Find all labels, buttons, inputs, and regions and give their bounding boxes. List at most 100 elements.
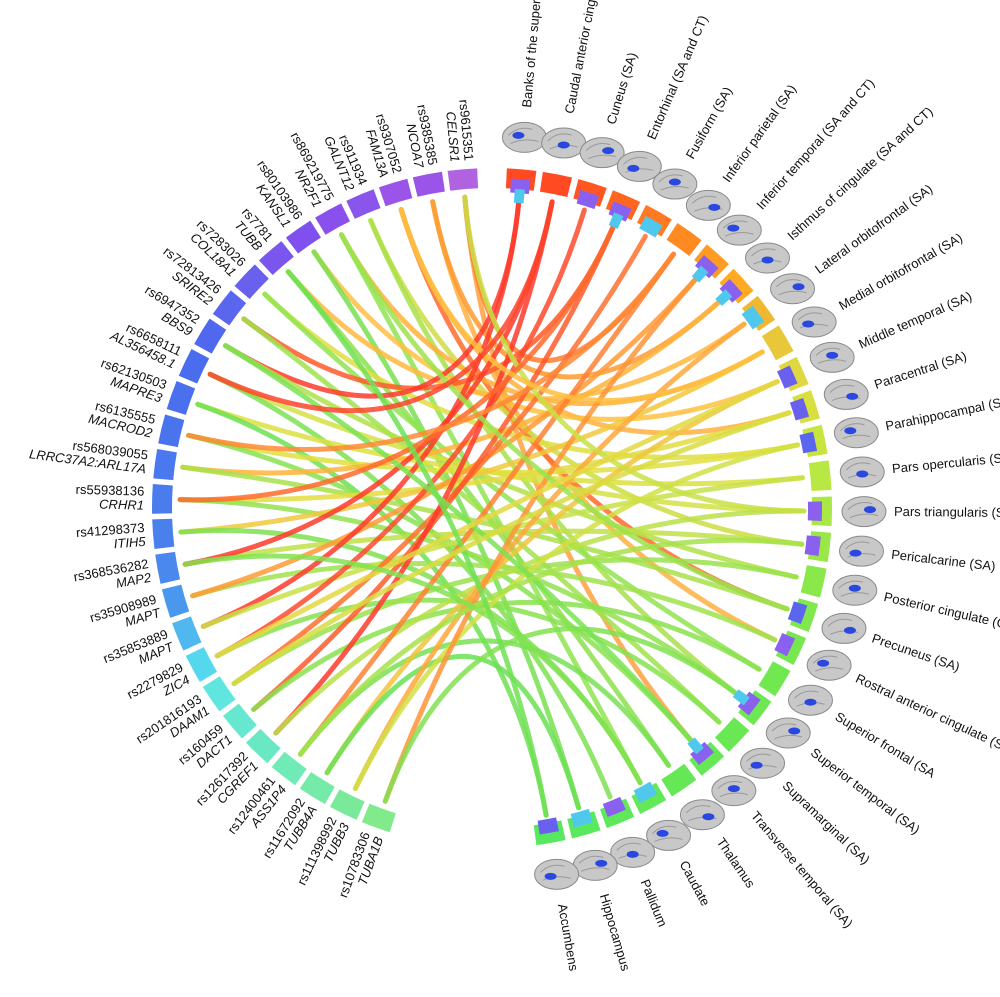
brain-shape <box>501 121 547 153</box>
region-segment <box>807 496 832 527</box>
connection-ribbon <box>273 199 555 736</box>
segment-band <box>152 518 175 549</box>
segment-band <box>631 782 667 815</box>
snp-segment <box>346 189 381 219</box>
brain-highlight <box>627 164 640 172</box>
gene-name: ITIH5 <box>113 534 147 551</box>
brain-shape <box>716 214 762 246</box>
snp-segment <box>178 348 210 384</box>
snp-segment <box>315 203 350 235</box>
brain-shape <box>579 137 625 169</box>
region-segment <box>715 268 754 306</box>
segment-band <box>738 690 772 726</box>
connection-ribbon <box>324 379 780 776</box>
snp-segment <box>161 584 190 618</box>
brain-icon <box>501 121 547 153</box>
region-segment <box>808 460 832 491</box>
segment-band <box>271 751 307 786</box>
segment-band <box>513 188 525 204</box>
brain-shape <box>534 858 580 890</box>
segment-band <box>719 268 754 304</box>
brain-highlight <box>788 727 801 735</box>
region-segment <box>539 171 573 197</box>
brain-sulcus <box>717 781 749 798</box>
segment-band <box>537 817 559 835</box>
segment-band <box>687 737 704 755</box>
gene-name: CRHR1 <box>99 496 144 512</box>
brain-icon <box>679 799 725 831</box>
brain-sulcus <box>722 220 754 237</box>
region-label: Fusiform (SA) <box>683 84 735 161</box>
brain-highlight <box>702 813 715 821</box>
segment-band <box>412 171 445 197</box>
brain-sulcus <box>686 805 717 822</box>
connection-ribbon <box>382 626 743 804</box>
brain-highlight <box>792 283 805 291</box>
snp-segment <box>361 803 396 833</box>
region-label: Thalamus <box>714 835 759 891</box>
brain-shape <box>685 189 731 221</box>
segment-band <box>602 796 626 818</box>
region-name: Pallidum <box>638 877 671 929</box>
region-segment <box>533 817 566 846</box>
brain-shape <box>791 306 837 338</box>
segment-band <box>787 601 808 625</box>
brain-highlight <box>626 850 639 858</box>
segment-band <box>153 448 177 481</box>
connection-ribbon <box>285 269 549 818</box>
segment-band <box>447 168 479 191</box>
connection-ribbon <box>273 508 807 736</box>
region-segment <box>567 808 601 839</box>
snp-segment <box>152 518 175 549</box>
connection-ribbon <box>324 653 582 811</box>
region-segment <box>787 598 819 632</box>
brain-icon <box>821 612 867 644</box>
region-name: Caudal anterior cingulate (SA) <box>562 0 610 115</box>
segment-band <box>539 171 573 197</box>
brain-icon <box>765 717 811 749</box>
brain-highlight <box>544 872 557 880</box>
region-name: Paracentral (SA) <box>872 348 968 392</box>
brain-highlight <box>846 392 859 400</box>
brain-icon <box>646 819 692 851</box>
connection-ribbon <box>297 537 805 757</box>
brain-highlight <box>761 256 774 264</box>
segment-band <box>778 356 809 392</box>
brain-icon <box>652 168 698 200</box>
segment-band <box>691 265 709 283</box>
region-label: Middle temporal (SA) <box>856 288 974 351</box>
brain-sulcus <box>622 156 654 173</box>
snp-label: rs41298373ITIH5 <box>75 520 146 554</box>
region-name: Pericalcarine (SA) <box>890 547 996 574</box>
gene-name: MAP2 <box>115 570 153 591</box>
snp-id: rs9615351 <box>456 99 476 162</box>
segment-band <box>608 212 624 229</box>
region-name: Middle temporal (SA) <box>856 288 974 351</box>
snp-segment <box>285 220 321 254</box>
region-label: Parahippocampal (SA and CT) <box>884 383 1000 433</box>
connection-ribbon <box>214 379 780 659</box>
connection-ribbon <box>223 343 799 580</box>
segment-band <box>346 189 381 219</box>
segment-band <box>315 203 350 235</box>
snp-segment <box>378 178 413 207</box>
connection-ribbon <box>251 219 619 712</box>
region-segment <box>687 737 725 776</box>
segment-band <box>761 325 794 361</box>
brain-sulcus <box>578 855 610 872</box>
brain-highlight <box>804 698 817 706</box>
brain-highlight <box>557 141 570 149</box>
region-label: Posterior cingulate (CT) <box>882 589 1000 634</box>
snp-label: rs55938136CRHR1 <box>75 482 144 513</box>
snp-segment <box>447 168 479 191</box>
segment-band <box>285 220 321 254</box>
connection-ribbon <box>462 194 807 514</box>
connection-ribbon <box>398 207 765 403</box>
brain-icon <box>787 684 833 716</box>
snp-segment <box>212 290 247 326</box>
segment-band <box>737 691 761 716</box>
brain-highlight <box>856 470 869 478</box>
snp-label: rs368536282MAP2 <box>72 556 153 598</box>
snp-segment <box>172 616 202 651</box>
